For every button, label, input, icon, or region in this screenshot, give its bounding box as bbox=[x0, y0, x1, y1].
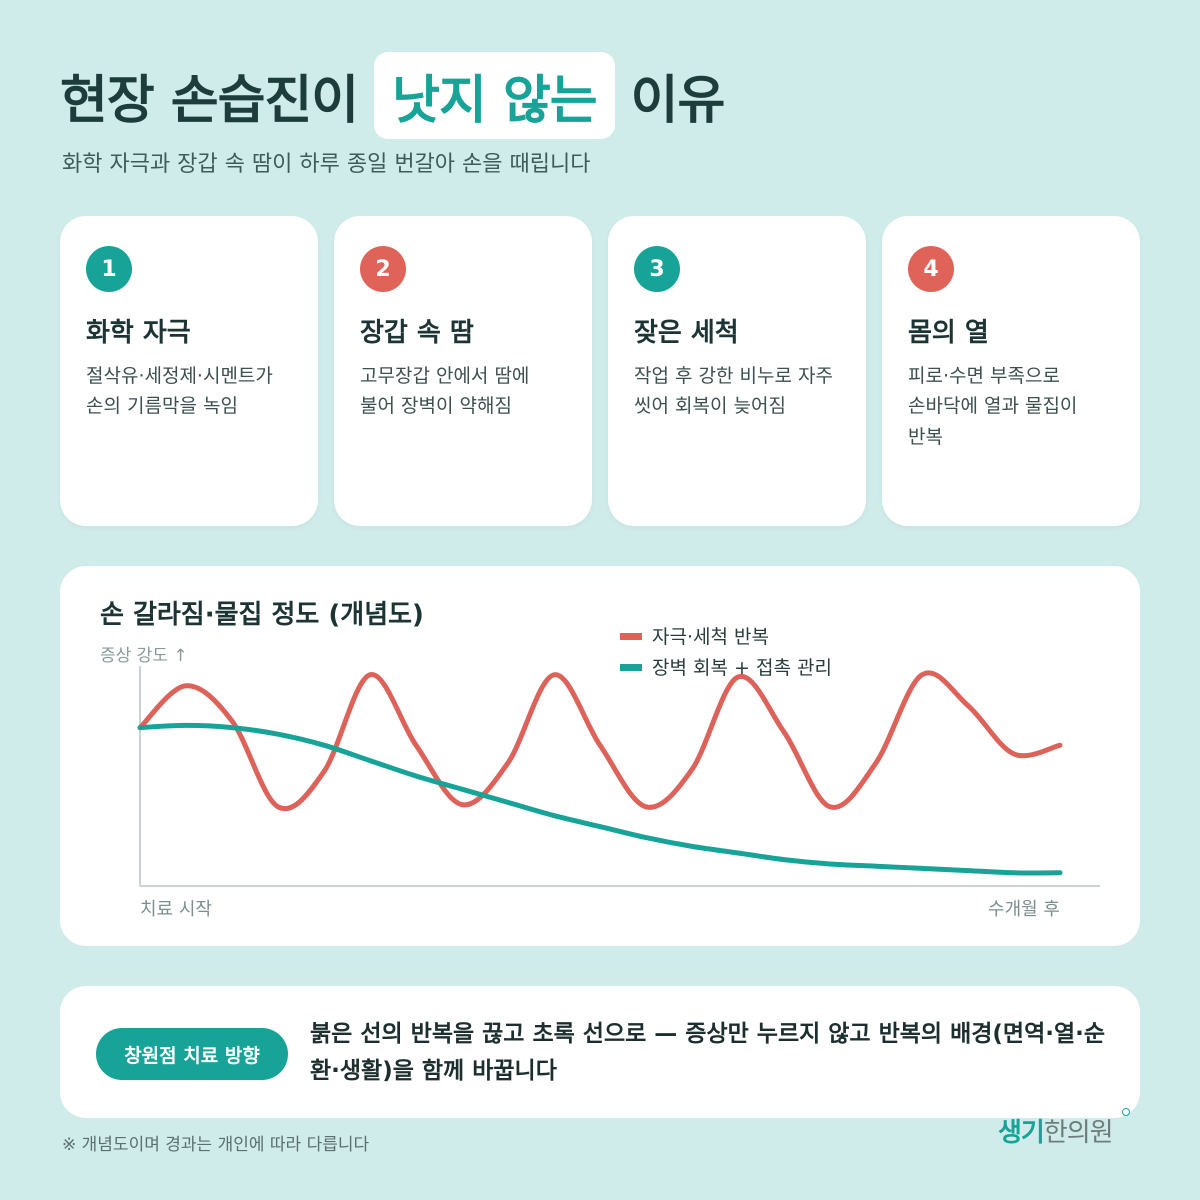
card-title: 장갑 속 땀 bbox=[360, 318, 474, 348]
y-axis-label: 증상 강도 ↑ bbox=[100, 646, 188, 666]
line-chart: 증상 강도 ↑ 치료 시작 수개월 후 자극·세척 반복 장벽 회복 + 접촉 … bbox=[100, 626, 1100, 920]
cause-cards: 1 화학 자극 절삭유·세정제·시멘트가 손의 기름막을 녹임 2 장갑 속 땀… bbox=[60, 216, 1140, 526]
series-line-recovery bbox=[137, 722, 1063, 876]
logo-rest: 한의원 bbox=[1043, 1118, 1114, 1148]
card-title: 잦은 세척 bbox=[634, 318, 739, 348]
card-number-badge: 2 bbox=[360, 246, 406, 292]
card-description: 고무장갑 안에서 땀에 불어 장벽이 약해짐 bbox=[360, 365, 530, 418]
title-after: 이유 bbox=[630, 71, 726, 131]
treatment-direction-panel: 창원점 치료 방향 붉은 선의 반복을 끊고 초록 선으로 — 증상만 누르지 … bbox=[60, 986, 1140, 1118]
legend-swatch-recovery bbox=[620, 664, 642, 671]
title-before: 현장 손습진이 bbox=[60, 71, 359, 131]
cause-card-1: 1 화학 자극 절삭유·세정제·시멘트가 손의 기름막을 녹임 bbox=[60, 216, 318, 526]
card-description: 절삭유·세정제·시멘트가 손의 기름막을 녹임 bbox=[86, 365, 273, 418]
card-description: 피로·수면 부족으로 손바닥에 열과 물집이 반복 bbox=[908, 365, 1078, 448]
cause-card-2: 2 장갑 속 땀 고무장갑 안에서 땀에 불어 장벽이 약해짐 bbox=[334, 216, 592, 526]
card-number-badge: 1 bbox=[86, 246, 132, 292]
legend: 자극·세척 반복 장벽 회복 + 접촉 관리 bbox=[620, 626, 832, 679]
legend-swatch-irritation bbox=[620, 633, 642, 640]
series-line-irritation bbox=[137, 670, 1063, 812]
footnote: ※ 개념도이며 경과는 개인에 따라 다릅니다 bbox=[62, 1135, 370, 1155]
card-title: 화학 자극 bbox=[86, 318, 191, 348]
logo-accent: 생기 bbox=[998, 1118, 1045, 1148]
legend-label-irritation: 자극·세척 반복 bbox=[652, 626, 769, 648]
clinic-logo: 생기한의원 bbox=[998, 1112, 1114, 1149]
logo-dot-icon bbox=[1122, 1108, 1130, 1116]
card-number-badge: 4 bbox=[908, 246, 954, 292]
card-description: 작업 후 강한 비누로 자주 씻어 회복이 늦어짐 bbox=[634, 365, 833, 418]
title-highlight: 낫지 않는 bbox=[374, 52, 615, 139]
x-axis-end-label: 수개월 후 bbox=[988, 899, 1060, 920]
cause-card-4: 4 몸의 열 피로·수면 부족으로 손바닥에 열과 물집이 반복 bbox=[882, 216, 1140, 526]
cause-card-3: 3 잦은 세척 작업 후 강한 비누로 자주 씻어 회복이 늦어짐 bbox=[608, 216, 866, 526]
chart-title: 손 갈라짐·물집 정도 (개념도) bbox=[100, 600, 424, 630]
chart-panel: 손 갈라짐·물집 정도 (개념도) 증상 강도 ↑ 치료 시작 수개월 후 자극… bbox=[60, 566, 1140, 946]
page-subtitle: 화학 자극과 장갑 속 땀이 하루 종일 번갈아 손을 때립니다 bbox=[62, 152, 591, 177]
page-title: 현장 손습진이 낫지 않는 이유 bbox=[60, 52, 726, 139]
treatment-direction-badge: 창원점 치료 방향 bbox=[96, 1028, 288, 1080]
series-layer bbox=[137, 670, 1063, 876]
card-title: 몸의 열 bbox=[908, 318, 989, 348]
treatment-direction-text: 붉은 선의 반복을 끊고 초록 선으로 — 증상만 누르지 않고 반복의 배경(… bbox=[310, 1021, 1106, 1084]
x-axis-start-label: 치료 시작 bbox=[140, 899, 212, 920]
legend-label-recovery: 장벽 회복 + 접촉 관리 bbox=[652, 657, 832, 679]
card-number-badge: 3 bbox=[634, 246, 680, 292]
